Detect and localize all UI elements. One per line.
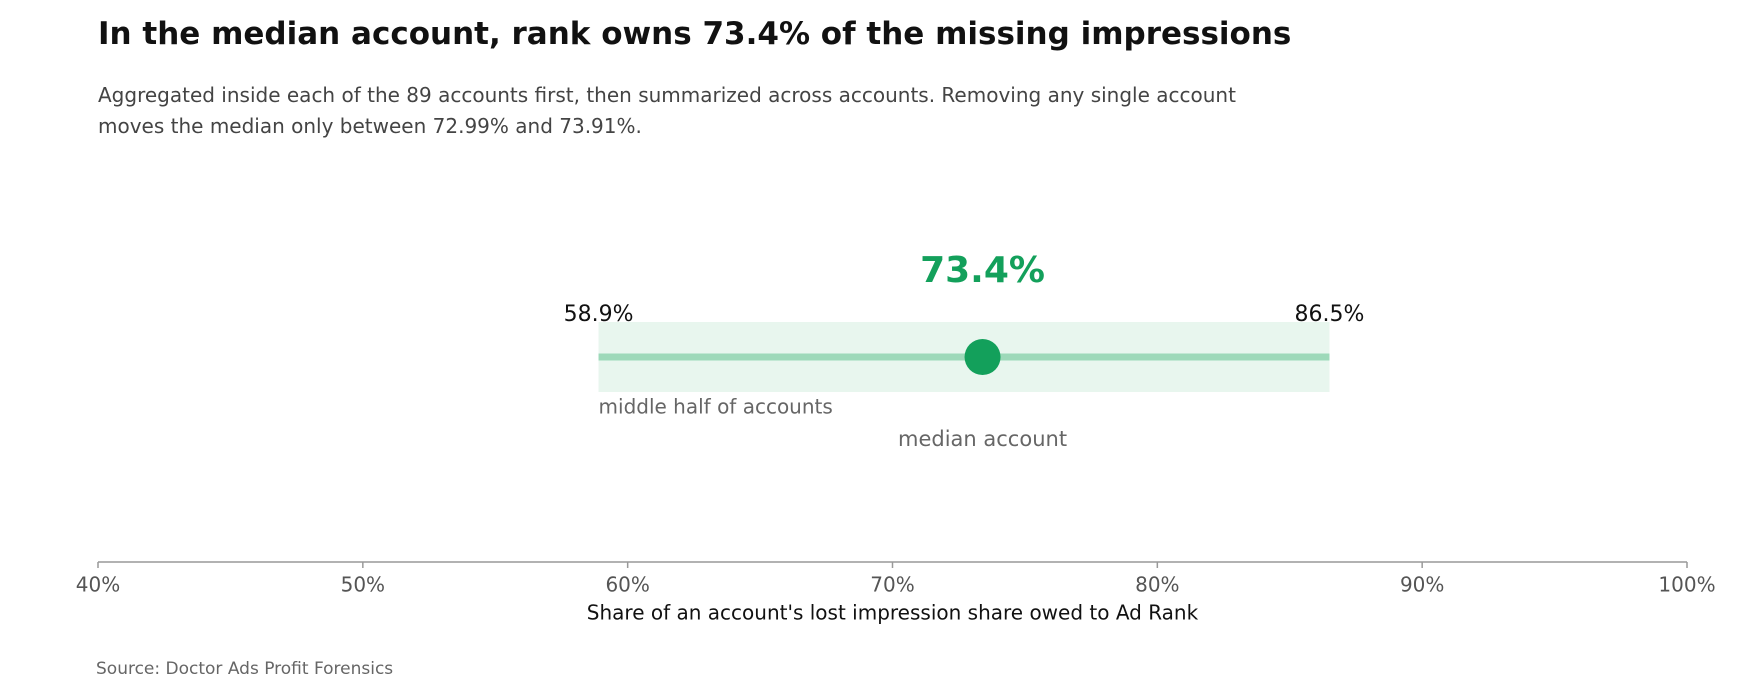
source: Source: Doctor Ads Profit Forensics [96,659,393,679]
x-tick-label: 80% [1135,573,1179,597]
x-tick-label: 40% [76,573,120,597]
chart-title: In the median account, rank owns 73.4% o… [98,16,1292,52]
x-tick-label: 90% [1400,573,1444,597]
x-tick-label: 70% [870,573,914,597]
x-tick-label: 100% [1658,573,1715,597]
median-label: median account [898,427,1067,451]
median-value-label: 73.4% [920,250,1045,291]
range-value-label: 86.5% [1295,302,1365,327]
x-axis-label: Share of an account's lost impression sh… [587,601,1199,625]
x-tick-label: 60% [605,573,649,597]
range-label: middle half of accounts [599,395,833,419]
chart-subtitle: Aggregated inside each of the 89 account… [98,83,1236,138]
median-dot [964,339,1001,375]
x-tick-label: 50% [341,573,385,597]
range-value-label: 58.9% [564,302,634,327]
